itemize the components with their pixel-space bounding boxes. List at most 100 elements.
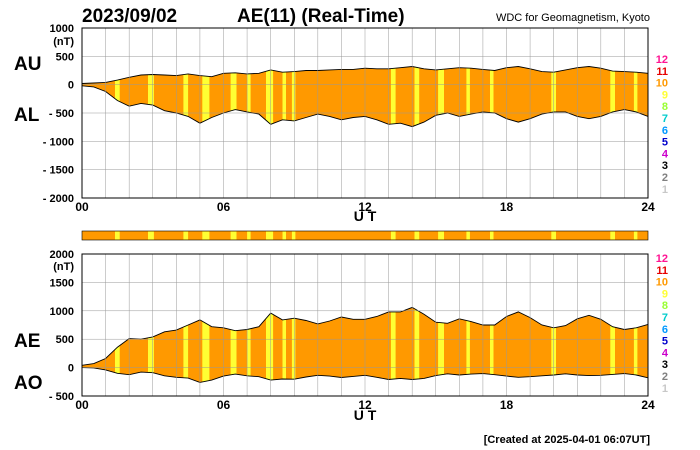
scale-level-label: 8 (662, 300, 668, 312)
scale-level-label: 5 (662, 336, 668, 348)
au-al-highlight-band (183, 66, 189, 127)
activity-bar-band (148, 231, 154, 240)
au-al-highlight-band (115, 66, 120, 127)
scale-level-label: 9 (662, 288, 668, 300)
ae-ao-xtick-label: 12 (358, 398, 372, 412)
ae-ao-xtick-label: 00 (75, 398, 89, 412)
au-al-xtick-label: 00 (75, 200, 89, 214)
activity-bar-band (291, 231, 296, 240)
ae-ao-x-ticks: 00 06 12 18 24 (75, 398, 655, 412)
scale-level-label: 7 (662, 113, 668, 125)
ae-ao-ytick-label: 1000 (50, 306, 74, 318)
ae-ao-ytick-label: 1500 (50, 277, 74, 289)
au-al-highlight-band (148, 66, 154, 127)
activity-bar-band (183, 231, 189, 240)
activity-bar-bands (115, 231, 638, 240)
ae-ao-highlight-band (633, 307, 638, 383)
activity-bar-band (551, 231, 556, 240)
au-al-highlight-band (291, 66, 296, 127)
ae-ao-xtick-label: 06 (217, 398, 231, 412)
scale-level-label: 10 (656, 78, 668, 90)
au-al-xtick-label: 24 (641, 200, 655, 214)
ae-ao-highlight-band (390, 307, 396, 383)
ae-ao-highlight-band (414, 307, 420, 383)
al-label: AL (14, 105, 40, 126)
ae-ao-highlight-band (291, 307, 296, 383)
activity-bar-band (390, 231, 396, 240)
ae-ao-ytick-label: 2000 (50, 249, 74, 261)
activity-bar (81, 230, 649, 241)
activity-bar-band (633, 231, 638, 240)
au-al-highlight-band (247, 66, 251, 127)
scale-level-label: 11 (656, 66, 668, 78)
created-timestamp: [Created at 2025-04-01 06:07UT] (484, 434, 651, 446)
au-al-ytick-label: 500 (56, 51, 74, 63)
au-al-xtick-label: 06 (217, 200, 231, 214)
scale-level-label: 4 (662, 148, 669, 160)
au-al-ytick-label: - 1000 (43, 136, 74, 148)
ae-ao-ytick-label: 500 (56, 334, 74, 346)
au-al-highlight-band (282, 66, 286, 127)
activity-bar-band (610, 231, 615, 240)
activity-bar-band (230, 231, 237, 240)
ae-ao-xtick-label: 24 (641, 398, 655, 412)
activity-bar-band (266, 231, 274, 240)
au-al-panel: 1000 500 0 - 500 - 1000 - 1500 - 2000 00 06 12 18… (14, 23, 655, 224)
ae-ao-highlight-band (610, 307, 615, 383)
date-label: 2023/09/02 (82, 6, 177, 27)
ae-ao-grid (82, 254, 648, 396)
ae-ao-panel: 2000 1500 1000 500 0 - 500 00 06 12 18 24 AE AO (… (14, 249, 655, 423)
scale-level-label: 5 (662, 137, 668, 149)
ae-ao-frame (81, 253, 649, 397)
au-al-ytick-label: - 2000 (43, 193, 74, 205)
ae-ao-ytick-label: 0 (68, 363, 74, 375)
activity-bar-base (81, 230, 649, 241)
activity-bar-band (414, 231, 420, 240)
au-al-highlight-band (610, 66, 615, 127)
scale-level-label: 6 (662, 125, 668, 137)
au-al-xtick-label: 12 (358, 200, 372, 214)
ae-ao-highlight-band (247, 307, 251, 383)
au-al-highlight-band (633, 66, 638, 127)
scale-level-label: 1 (662, 383, 668, 395)
ae-ao-highlight-band (438, 307, 444, 383)
ae-ao-units: (nT) (53, 261, 74, 273)
activity-bar-band (490, 231, 494, 240)
ae-ao-xtick-label: 18 (500, 398, 514, 412)
scale-level-label: 8 (662, 101, 668, 113)
ae-ao-ytick-label: - 500 (49, 391, 74, 403)
scale-level-label: 12 (656, 253, 668, 265)
scale-level-label: 10 (656, 277, 668, 289)
au-al-ytick-label: - 500 (49, 108, 74, 120)
scale-level-label: 2 (662, 371, 668, 383)
au-al-highlight-band (438, 66, 444, 127)
ae-ao-highlight-band (183, 307, 189, 383)
scale-level-label: 2 (662, 172, 668, 184)
ae-label: AE (14, 331, 40, 352)
ae-ao-highlight-band (230, 307, 237, 383)
ae-ao-highlight-band (282, 307, 286, 383)
ae-ao-highlight-band (202, 307, 210, 383)
au-al-highlight-band (390, 66, 396, 127)
au-al-y-ticks: 1000 500 0 - 500 - 1000 - 1500 - 2000 (43, 23, 74, 205)
ae-ao-highlight-band (148, 307, 154, 383)
ae-ao-highlight-band (466, 307, 470, 383)
au-al-ytick-label: 1000 (50, 23, 74, 35)
activity-bar-band (202, 231, 210, 240)
activity-bar-band (247, 231, 251, 240)
au-al-grid (82, 28, 648, 198)
scale-level-label: 4 (662, 347, 669, 359)
ao-label: AO (14, 373, 43, 394)
au-al-ytick-label: - 1500 (43, 165, 74, 177)
au-al-highlight-band (230, 66, 237, 127)
ae-ao-y-ticks: 2000 1500 1000 500 0 - 500 (49, 249, 74, 403)
activity-bar-band (438, 231, 444, 240)
au-al-highlight-band (202, 66, 210, 127)
activity-bar-band (282, 231, 286, 240)
ae-ao-xlabel: U T (354, 407, 377, 423)
au-al-highlight-band (414, 66, 420, 127)
scale-level-label: 11 (656, 265, 668, 277)
